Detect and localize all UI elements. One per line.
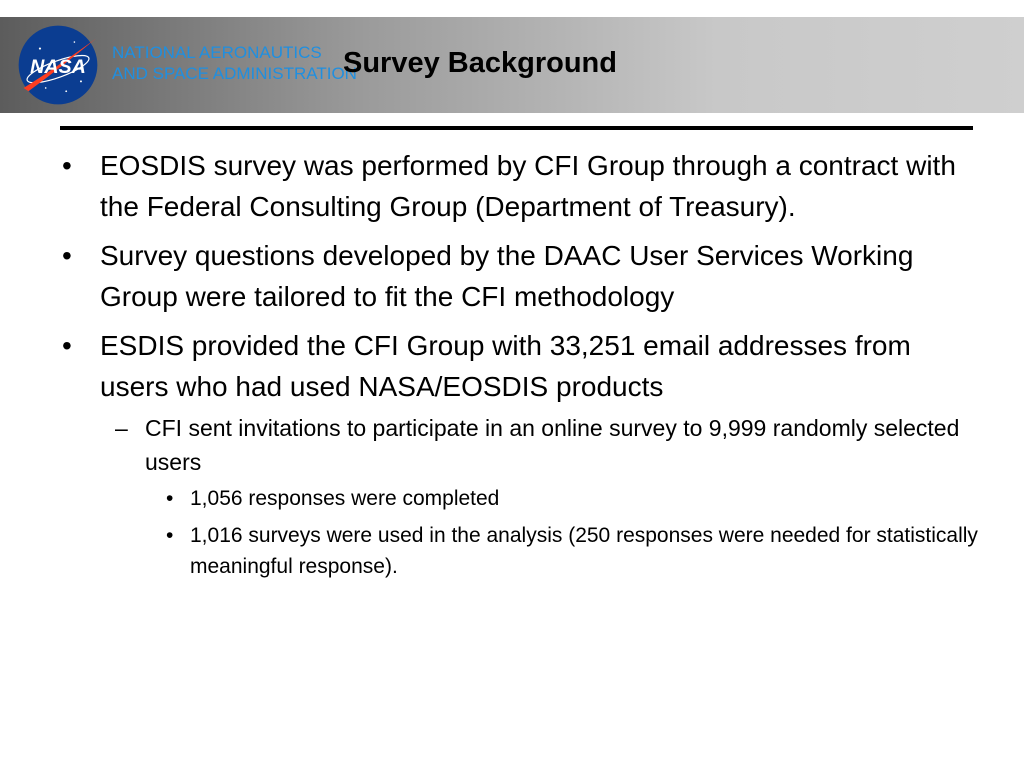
- bullet-marker: •: [62, 150, 72, 181]
- sub-bullet-marker: –: [115, 415, 128, 441]
- bullet-item: • Survey questions developed by the DAAC…: [60, 235, 980, 317]
- slide-title: Survey Background: [343, 47, 617, 79]
- bullet-text: EOSDIS survey was performed by CFI Group…: [100, 150, 956, 222]
- bullet-text: Survey questions developed by the DAAC U…: [100, 240, 914, 312]
- sub-sub-bullet-item: • 1,016 surveys were used in the analysi…: [60, 520, 980, 582]
- sub-bullet-item: – CFI sent invitations to participate in…: [60, 411, 980, 479]
- title-divider: [60, 126, 973, 130]
- bullet-text: ESDIS provided the CFI Group with 33,251…: [100, 330, 911, 402]
- sub-sub-bullet-text: 1,016 surveys were used in the analysis …: [190, 524, 978, 578]
- agency-name: NATIONAL AERONAUTICS AND SPACE ADMINISTR…: [112, 42, 357, 84]
- slide-content: • EOSDIS survey was performed by CFI Gro…: [60, 145, 980, 588]
- sub-bullet-text: CFI sent invitations to participate in a…: [145, 415, 960, 475]
- agency-line-2: AND SPACE ADMINISTRATION: [112, 64, 357, 83]
- agency-line-1: NATIONAL AERONAUTICS: [112, 43, 322, 62]
- nasa-logo-text: NASA: [30, 56, 86, 78]
- sub-sub-bullet-text: 1,056 responses were completed: [190, 487, 500, 510]
- sub-sub-bullet-marker: •: [166, 524, 174, 547]
- bullet-marker: •: [62, 240, 72, 271]
- bullet-item: • ESDIS provided the CFI Group with 33,2…: [60, 325, 980, 407]
- sub-sub-bullet-marker: •: [166, 487, 174, 510]
- nasa-logo-icon: NASA: [18, 25, 98, 105]
- sub-sub-bullet-item: • 1,056 responses were completed: [60, 483, 980, 514]
- bullet-item: • EOSDIS survey was performed by CFI Gro…: [60, 145, 980, 227]
- bullet-marker: •: [62, 330, 72, 361]
- slide-header: [0, 17, 1024, 113]
